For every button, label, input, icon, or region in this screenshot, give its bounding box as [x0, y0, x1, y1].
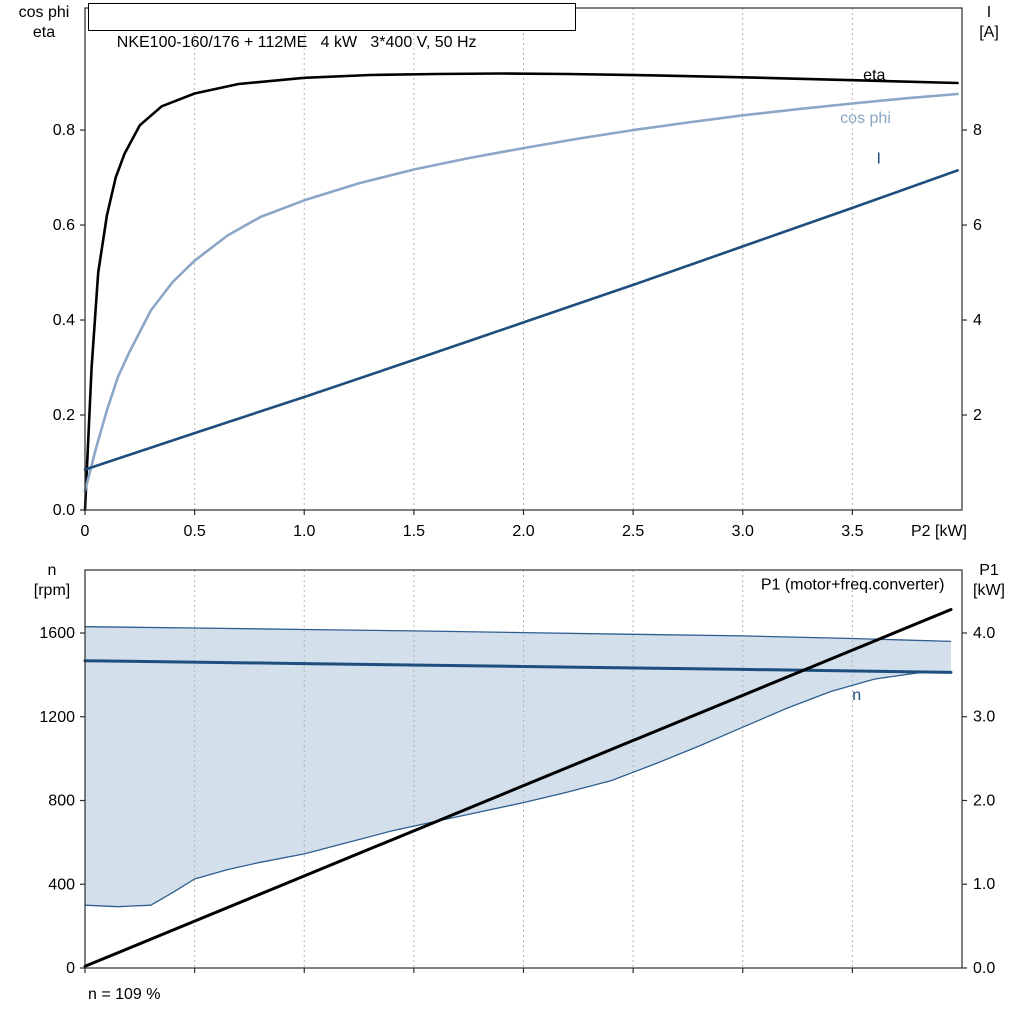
- y-tick-label-right: 4.0: [973, 625, 995, 642]
- band-boundary: [84, 626, 952, 643]
- top-chart: 0 0.5 1.0 1.5 2.0 2.5 3.0 3.5 0.0 0.2 0.4 0.6 0.8 2 4 6…: [53, 7, 982, 540]
- x-tick-label: 3.0: [732, 523, 754, 540]
- y-tick-label-right: 2: [973, 407, 982, 424]
- axis-title-speed: n: [47, 562, 57, 579]
- curve-label-p1-motor-freq-converter: P1 (motor+freq.converter): [761, 576, 945, 593]
- speed-percentage-note: n = 109 %: [88, 986, 161, 1003]
- y-tick-label-left: 1200: [39, 709, 75, 726]
- y-tick-label-right: 2.0: [973, 792, 995, 809]
- y-tick-label-right: 8: [973, 122, 982, 139]
- chart-title-box: NKE100-160/176 + 112ME 4 kW 3*400 V, 50 …: [88, 3, 576, 51]
- bottom-right-axis-title: P1 [kW]: [960, 561, 1018, 601]
- axis-title-cos-phi: cos phi: [18, 4, 70, 21]
- y-tick-label-left: 0: [66, 960, 75, 977]
- y-tick-label-left: 0.6: [53, 217, 75, 234]
- bottom-left-axis-title: n [rpm]: [14, 561, 90, 601]
- series-cos-phi: [83, 92, 959, 493]
- curve-label-n: n: [852, 687, 861, 704]
- axis-title-current-unit: [A]: [979, 24, 999, 41]
- axis-title-p1-unit: [kW]: [973, 582, 1005, 599]
- x-tick-label: 0.5: [184, 523, 206, 540]
- y-tick-label-left: 0.8: [53, 122, 75, 139]
- y-tick-label-right: 0.0: [973, 960, 995, 977]
- x-tick-label: 1.5: [403, 523, 425, 540]
- y-tick-label-left: 0.0: [53, 502, 75, 519]
- y-tick-label-right: 1.0: [973, 876, 995, 893]
- y-tick-label-right: 3.0: [973, 709, 995, 726]
- y-tick-label-left: 0.2: [53, 407, 75, 424]
- x-tick-label: 2.5: [622, 523, 644, 540]
- x-tick-label: 1.0: [293, 523, 315, 540]
- axis-title-speed-unit: [rpm]: [33, 582, 71, 599]
- y-tick-label-left: 0.4: [53, 312, 75, 329]
- y-tick-label-right: 4: [973, 312, 982, 329]
- curve-label-i: I: [876, 150, 880, 167]
- series-p1-motor-freq-converter: [83, 608, 953, 968]
- speed-range-band: [85, 626, 951, 907]
- series-n: [83, 659, 953, 674]
- x-axis-label: P2 [kW]: [911, 523, 967, 540]
- x-tick-label: 3.5: [841, 523, 863, 540]
- y-tick-label-right: 6: [973, 217, 982, 234]
- curve-label-cos-phi: cos phi: [840, 110, 891, 127]
- chart-title: NKE100-160/176 + 112ME 4 kW 3*400 V, 50 …: [116, 34, 477, 51]
- top-left-axis-title: cos phi eta: [6, 3, 82, 43]
- axis-title-current: I: [986, 4, 992, 21]
- curve-label-eta: eta: [863, 67, 885, 84]
- series-i: [83, 169, 959, 471]
- bottom-chart: 0 400 800 1200 1600 0.0 1.0 2.0 3.0 4.0 P1 (motor+…: [39, 569, 995, 977]
- x-tick-label: 0: [81, 523, 90, 540]
- y-tick-label-left: 1600: [39, 625, 75, 642]
- y-tick-label-left: 400: [48, 876, 75, 893]
- axis-title-eta: eta: [32, 24, 56, 41]
- top-right-axis-title: I [A]: [960, 3, 1018, 43]
- x-tick-label: 2.0: [512, 523, 534, 540]
- axis-title-p1: P1: [979, 562, 999, 579]
- y-tick-label-left: 800: [48, 793, 75, 810]
- series-eta: [83, 72, 959, 512]
- band-boundary: [84, 671, 952, 908]
